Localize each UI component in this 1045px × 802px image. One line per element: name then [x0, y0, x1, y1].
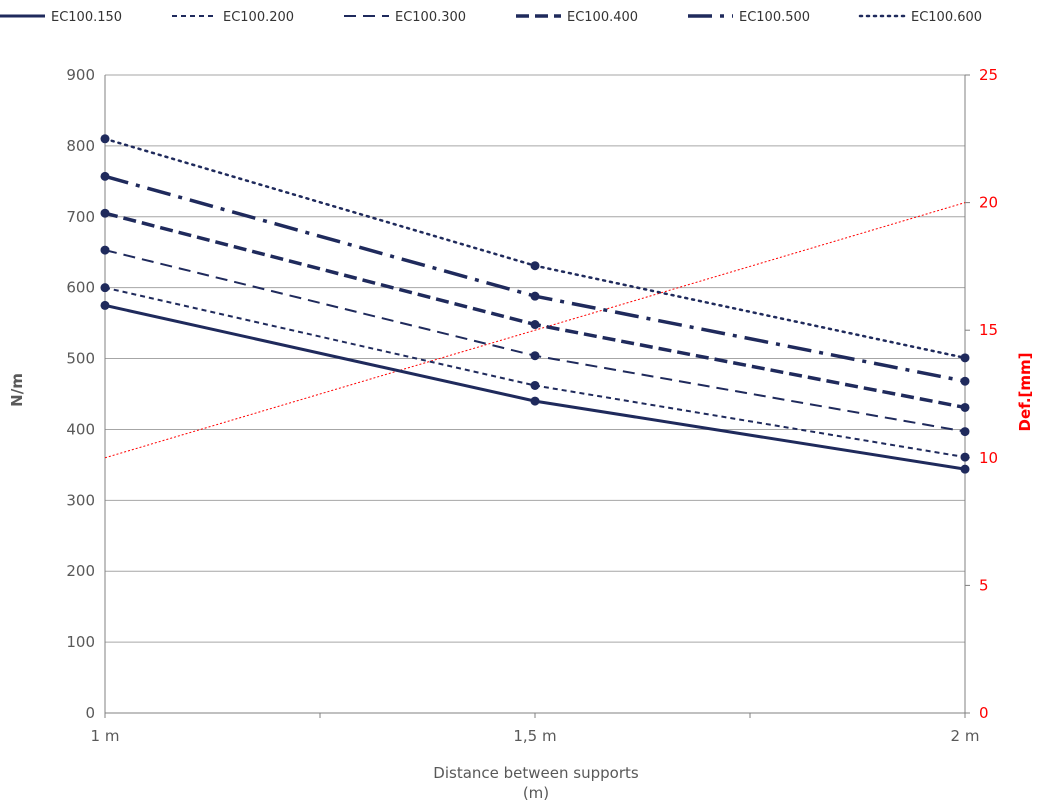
data-point: [960, 376, 970, 386]
y2-tick-label: 10: [979, 449, 998, 467]
series-EC100.600: [100, 134, 970, 363]
y-axis-title: N/m: [8, 373, 26, 407]
data-point: [960, 464, 970, 474]
series-line: [104, 174, 966, 383]
series-group: [100, 134, 970, 474]
y-tick-label: 300: [66, 491, 95, 509]
deflection-line: [104, 202, 966, 459]
legend-label: EC100.300: [395, 10, 466, 25]
series-EC100.300: [100, 245, 970, 437]
y2-axis-title: Def.[mm]: [1016, 353, 1034, 432]
series-EC100.400: [100, 208, 970, 412]
series-EC100.500: [100, 171, 970, 386]
data-point: [530, 396, 540, 406]
data-point: [960, 427, 970, 437]
y2-tick-label: 0: [979, 704, 989, 722]
y-tick-label: 900: [66, 66, 95, 84]
y2-tick-label: 25: [979, 66, 998, 84]
x-tick-label: 1,5 m: [513, 727, 556, 745]
y-tick-label: 400: [66, 420, 95, 438]
series-EC100.200: [100, 283, 970, 462]
y-tick-label: 600: [66, 279, 95, 297]
data-point: [960, 353, 970, 363]
data-point: [100, 300, 110, 310]
axes: [104, 74, 970, 718]
data-point: [960, 452, 970, 462]
series-EC100.150: [100, 300, 970, 474]
data-point: [530, 291, 540, 301]
data-point: [530, 380, 540, 390]
data-point: [100, 134, 110, 144]
x-axis-unit: (m): [523, 784, 549, 802]
legend-label: EC100.400: [567, 10, 638, 25]
y-tick-label: 100: [66, 633, 95, 651]
y-tick-label: 800: [66, 137, 95, 155]
y2-tick-label: 15: [979, 321, 998, 339]
legend-label: EC100.150: [51, 10, 122, 25]
y2-tick-label: 5: [979, 576, 989, 594]
deflection-series: [104, 202, 966, 459]
data-point: [530, 320, 540, 330]
data-point: [530, 261, 540, 271]
series-line: [104, 211, 966, 410]
y-tick-label: 0: [85, 704, 95, 722]
y-tick-label: 500: [66, 350, 95, 368]
data-point: [100, 283, 110, 293]
y-tick-label: 700: [66, 208, 95, 226]
data-point: [530, 351, 540, 361]
data-point: [100, 208, 110, 218]
data-point: [100, 171, 110, 181]
y2-tick-label: 20: [979, 194, 998, 212]
legend-label: EC100.600: [911, 10, 982, 25]
y-tick-label: 200: [66, 562, 95, 580]
data-point: [960, 402, 970, 412]
legend-label: EC100.200: [223, 10, 294, 25]
series-line: [104, 286, 966, 459]
data-point: [100, 245, 110, 255]
legend-label: EC100.500: [739, 10, 810, 25]
ticks: 0 100 200 300 400 500 600 700 800 900 0 5 10 15 20 25 1 …: [66, 66, 998, 745]
grid: [105, 74, 965, 643]
x-tick-label: 1 m: [91, 727, 120, 745]
x-axis-title: Distance between supports: [433, 764, 639, 782]
x-tick-label: 2 m: [951, 727, 980, 745]
legend: EC100.150 EC100.200 EC100.300 EC100.400 EC10…: [0, 10, 982, 25]
